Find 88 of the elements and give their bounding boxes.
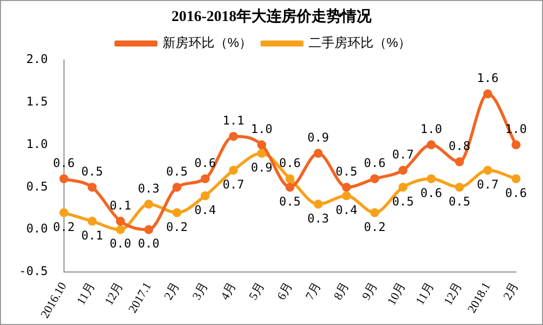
point — [342, 182, 351, 192]
data-label: 0.6 — [279, 156, 301, 170]
point — [59, 174, 68, 184]
legend-label: 新房环比（%） — [162, 35, 252, 50]
x-tick-label: 9月 — [358, 280, 380, 302]
data-label: 0.3 — [138, 181, 160, 196]
point — [228, 132, 238, 141]
data-label: 0.9 — [307, 130, 330, 144]
data-label: 0.6 — [420, 186, 442, 200]
data-label: 0.2 — [364, 220, 386, 234]
point — [257, 148, 266, 158]
data-label: 0.2 — [166, 220, 188, 234]
data-label: 0.6 — [505, 186, 527, 200]
point — [59, 208, 68, 218]
data-label: 0.0 — [110, 236, 132, 251]
x-tick-label: 2月 — [161, 280, 182, 302]
x-tick-label: 3月 — [189, 280, 211, 302]
data-label: 0.7 — [222, 177, 244, 192]
point — [370, 174, 380, 184]
data-label: 0.2 — [53, 220, 75, 234]
data-label: 0.5 — [392, 194, 414, 208]
point — [342, 191, 351, 200]
point — [285, 182, 294, 192]
data-label: 1.0 — [420, 122, 442, 136]
point — [200, 191, 210, 200]
point — [285, 174, 294, 184]
y-tick-label: 1.0 — [26, 136, 48, 151]
data-label: 0.4 — [336, 202, 358, 217]
x-tick-label: 4月 — [218, 280, 239, 302]
data-label: 0.5 — [81, 164, 103, 178]
y-tick-label: 2.0 — [26, 52, 48, 66]
x-tick-label: 6月 — [274, 280, 296, 302]
point — [116, 216, 125, 226]
data-label: 0.3 — [307, 211, 330, 226]
data-label: 0.1 — [81, 228, 103, 242]
data-label: 0.5 — [279, 194, 301, 208]
point — [512, 140, 520, 150]
x-tick-label: 12月 — [102, 280, 126, 308]
point — [426, 174, 436, 184]
data-label: 0.7 — [476, 177, 499, 192]
data-label: 0.1 — [110, 198, 132, 212]
y-tick-label: 1.5 — [26, 94, 48, 109]
y-tick-label: 0.0 — [26, 222, 48, 236]
legend-label: 二手房环比（%） — [308, 35, 412, 50]
x-tick-label: 7月 — [302, 280, 324, 302]
point — [483, 89, 492, 98]
point — [116, 225, 125, 234]
point — [483, 166, 492, 175]
point — [426, 140, 436, 150]
point — [228, 166, 238, 175]
y-tick-label: -0.5 — [18, 264, 48, 278]
x-tick-label: 11月 — [74, 280, 98, 308]
point — [172, 208, 182, 218]
point — [314, 148, 323, 158]
data-label: 0.7 — [392, 147, 414, 162]
x-tick-label: 11月 — [412, 280, 437, 308]
x-tick-label: 5月 — [246, 280, 268, 302]
point — [144, 200, 154, 209]
x-tick-label: 2月 — [500, 280, 522, 302]
data-label: 0.5 — [448, 194, 470, 208]
y-tick-label: 0.5 — [26, 179, 48, 194]
x-tick-label: 8月 — [330, 280, 352, 302]
data-label: 0.9 — [250, 160, 273, 174]
data-label: 0.0 — [138, 236, 160, 251]
point — [454, 182, 464, 192]
point — [314, 200, 323, 209]
point — [370, 208, 380, 218]
x-tick-label: 10月 — [384, 280, 408, 308]
data-label: 1.1 — [222, 113, 244, 128]
data-label: 0.5 — [166, 164, 188, 178]
point — [88, 182, 97, 192]
chart-title: 2016-2018年大连房价走势情况 — [170, 7, 372, 27]
point — [398, 166, 408, 175]
point — [454, 157, 464, 166]
data-label: 0.5 — [336, 164, 358, 178]
point — [200, 174, 210, 184]
data-label: 1.0 — [250, 122, 273, 136]
point — [257, 140, 266, 150]
x-tick-label: 12月 — [440, 280, 465, 308]
data-label: 0.6 — [53, 156, 75, 170]
point — [144, 225, 154, 234]
point — [512, 174, 520, 184]
point — [172, 182, 182, 192]
data-label: 0.6 — [364, 156, 386, 170]
data-label: 0.4 — [194, 202, 216, 217]
point — [398, 182, 408, 192]
point — [88, 216, 97, 226]
data-label: 1.6 — [476, 71, 499, 86]
